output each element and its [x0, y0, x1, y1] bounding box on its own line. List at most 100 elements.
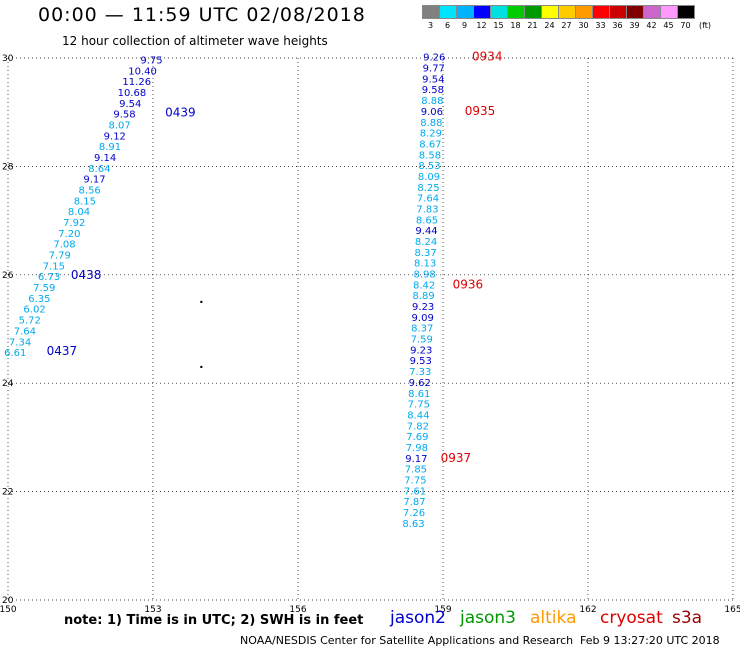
color-scale-cell	[677, 5, 695, 19]
data-label: 8.15	[74, 196, 96, 207]
data-label: 9.53	[410, 356, 432, 367]
data-label: 9.09	[412, 313, 434, 324]
data-label: 8.13	[414, 259, 436, 270]
data-label: 6.35	[28, 294, 50, 305]
data-label: 9.26	[423, 53, 445, 64]
data-label: 7.85	[405, 465, 427, 476]
data-label: 7.15	[43, 261, 65, 272]
legend-label: cryosat	[600, 608, 663, 628]
time-label: 0437	[47, 344, 78, 358]
x-tick-label: 150	[0, 605, 17, 615]
data-label: 9.12	[104, 131, 126, 142]
color-scale	[422, 5, 695, 19]
time-label: 0936	[453, 277, 484, 291]
data-label: 9.54	[119, 99, 141, 110]
data-label: 6.73	[38, 272, 60, 283]
data-label: 9.44	[415, 226, 437, 237]
data-label: 9.77	[423, 64, 445, 75]
time-label: 0439	[165, 106, 196, 120]
data-label: 8.88	[420, 118, 442, 129]
data-label: 8.56	[79, 186, 101, 197]
x-tick-label: 159	[434, 605, 451, 615]
color-scale-label: 12	[476, 21, 487, 30]
chart-title: 00:00 — 11:59 UTC 02/08/2018	[38, 4, 366, 26]
data-marker	[200, 365, 203, 369]
data-label: 8.58	[419, 150, 441, 161]
data-label: 7.64	[417, 194, 439, 205]
data-label: 8.09	[418, 172, 440, 183]
data-label: 8.04	[68, 207, 90, 218]
chart-note: note: 1) Time is in UTC; 2) SWH is in fe…	[64, 613, 364, 628]
data-label: 9.17	[83, 175, 105, 186]
legend-jason2: jason2	[390, 608, 446, 628]
data-label: 7.61	[404, 486, 426, 497]
x-tick-label: 156	[289, 605, 306, 615]
data-label: 7.83	[416, 204, 438, 215]
data-label: 7.82	[407, 421, 429, 432]
data-label: 7.64	[14, 326, 36, 337]
data-label: 5.72	[19, 316, 41, 327]
data-label: 9.75	[140, 55, 162, 66]
time-label: 0937	[441, 451, 472, 465]
color-scale-unit: (ft)	[698, 21, 712, 30]
data-label: 8.65	[416, 215, 438, 226]
data-label: 7.75	[404, 475, 426, 486]
data-label: 8.53	[418, 161, 440, 172]
color-scale-label: 33	[595, 21, 606, 30]
data-label: 6.02	[23, 305, 45, 316]
legend-label: jason3	[460, 608, 516, 628]
data-label: 7.33	[409, 367, 431, 378]
data-label: 11.26	[122, 77, 151, 88]
data-label: 8.24	[415, 237, 437, 248]
color-scale-label: 39	[629, 21, 640, 30]
data-label: 8.37	[411, 324, 433, 335]
data-label: 8.42	[413, 280, 435, 291]
chart-subtitle: 12 hour collection of altimeter wave hei…	[62, 34, 328, 48]
data-label: 8.67	[419, 139, 441, 150]
data-marker	[200, 300, 203, 304]
data-label: 7.69	[406, 432, 428, 443]
y-tick-label: 24	[2, 379, 14, 389]
data-label: 9.62	[409, 378, 431, 389]
y-tick-label: 22	[2, 488, 13, 498]
x-tick-label: 165	[724, 605, 740, 615]
data-label: 8.64	[88, 164, 110, 175]
data-label: 8.44	[407, 410, 429, 421]
data-label: 9.14	[94, 153, 116, 164]
data-label: 8.29	[420, 129, 442, 140]
legend-s3a: s3a	[672, 608, 702, 628]
data-label: 7.59	[33, 283, 55, 294]
color-scale-label: 3	[427, 21, 434, 30]
data-label: 10.40	[128, 66, 157, 77]
data-label: 10.68	[118, 88, 147, 99]
color-scale-label: 36	[612, 21, 623, 30]
credit: NOAA/NESDIS Center for Satellite Applica…	[240, 634, 574, 647]
color-scale-label: 30	[578, 21, 589, 30]
data-label: 8.91	[99, 142, 121, 153]
timestamp: Feb 9 13:27:20 UTC 2018	[580, 634, 720, 647]
data-label: 7.79	[49, 251, 71, 262]
legend-label: s3a	[672, 608, 703, 628]
time-label: 0438	[71, 268, 102, 282]
data-label: 7.08	[53, 240, 75, 251]
data-label: 8.88	[421, 96, 443, 107]
data-label: 7.20	[58, 229, 80, 240]
data-label: 9.23	[412, 302, 434, 313]
legend-altika: altika	[530, 608, 577, 628]
data-label: 7.34	[9, 337, 31, 348]
data-label: 9.23	[410, 345, 432, 356]
y-tick-label: 26	[2, 271, 14, 281]
x-tick-label: 153	[144, 605, 161, 615]
x-tick-label: 162	[579, 605, 596, 615]
data-label: 9.58	[422, 85, 444, 96]
time-label: 0934	[472, 50, 503, 64]
data-label: 7.59	[411, 335, 433, 346]
y-tick-label: 30	[2, 54, 14, 64]
legend-jason3: jason3	[460, 608, 516, 628]
color-scale-label: 6	[444, 21, 451, 30]
color-scale-label: 70	[680, 21, 691, 30]
legend-label: jason2	[390, 608, 446, 628]
y-tick-label: 20	[2, 596, 14, 606]
data-label: 7.98	[406, 443, 428, 454]
